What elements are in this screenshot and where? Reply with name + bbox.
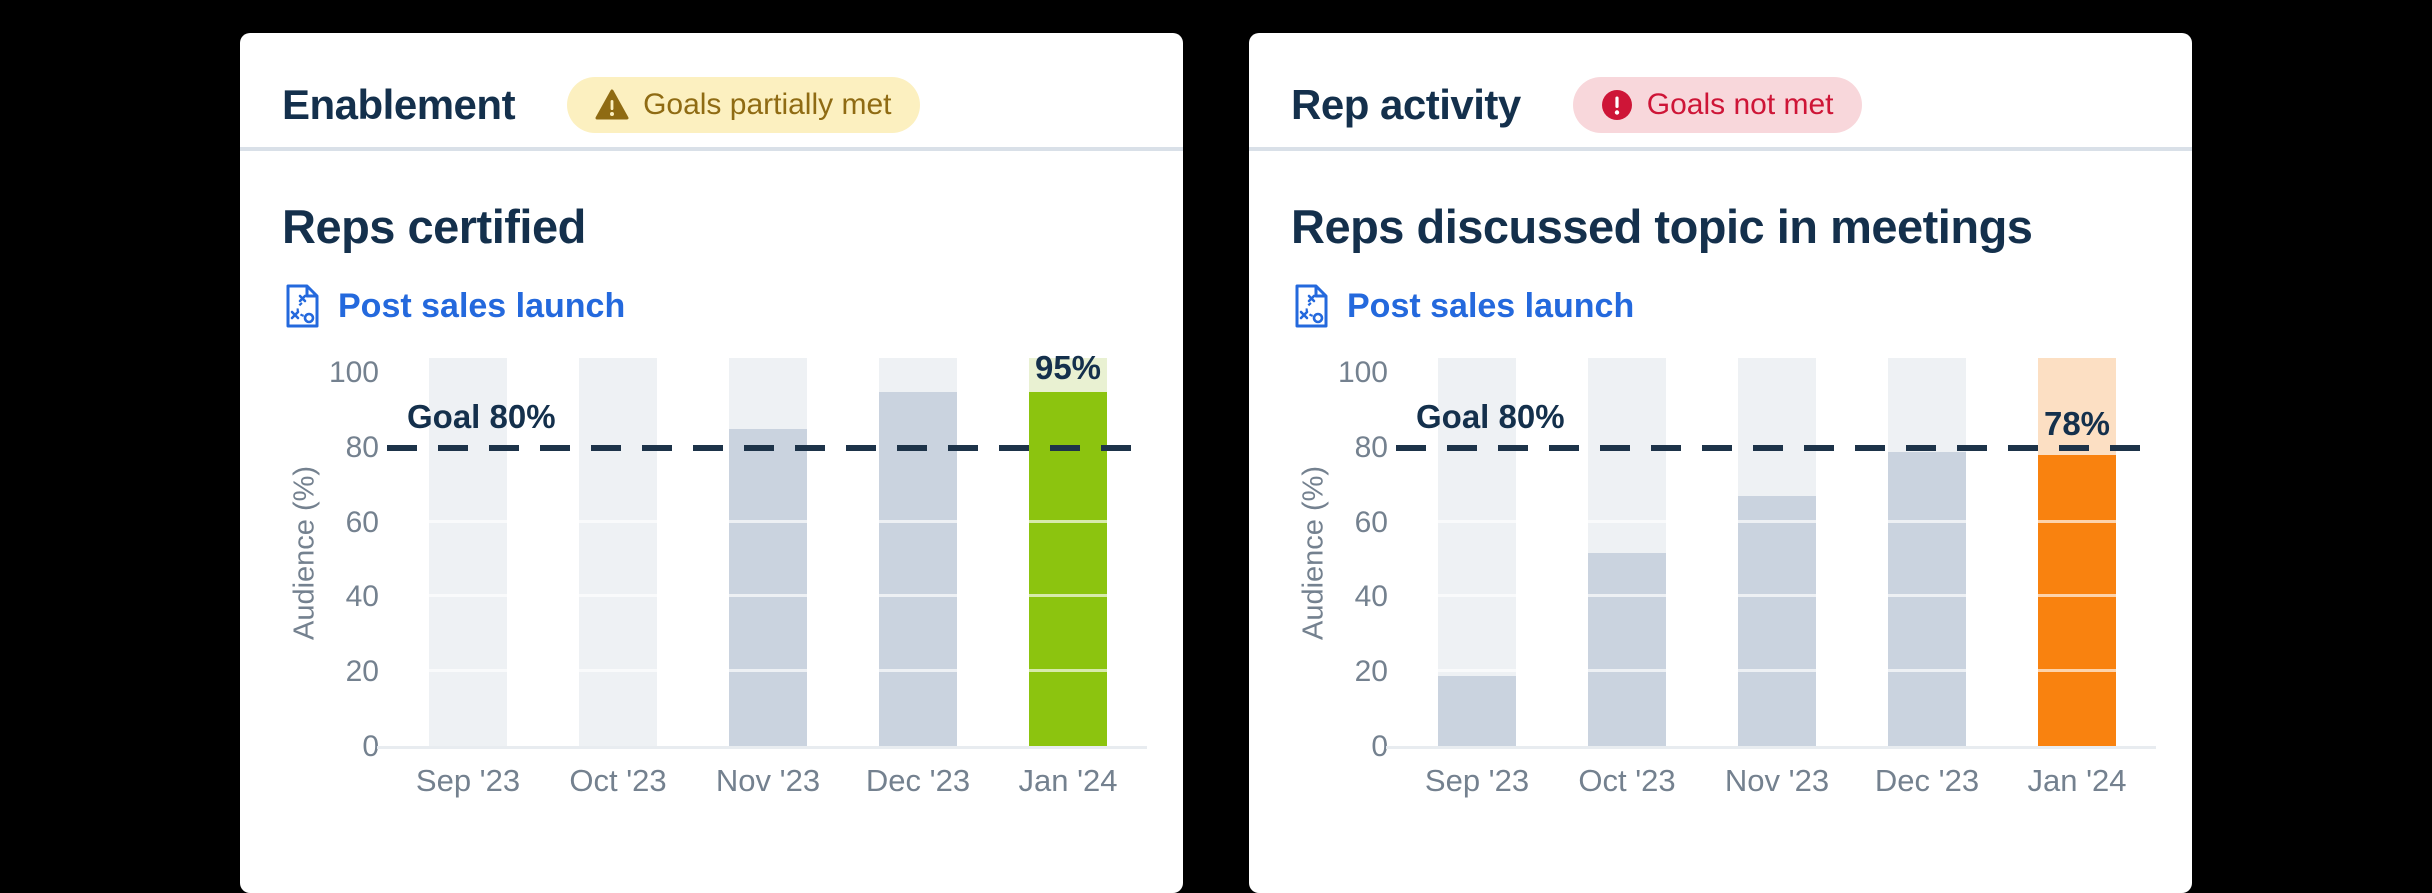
- plot-area: 95% Goal 80% Sep '23 Oct '23 Nov '23 Dec '23 J…: [377, 350, 1149, 799]
- status-badge: Goals partially met: [567, 77, 920, 133]
- bar-fill: [1438, 676, 1516, 747]
- bar-track: [579, 358, 657, 747]
- plot-area: 78% Goal 80% Sep '23 Oct '23 Nov '23 Dec '23 J…: [1386, 358, 2158, 799]
- card-title: Rep activity: [1291, 81, 1521, 128]
- goal-label: Goal 80%: [1416, 398, 1565, 435]
- card-header: Rep activity Goals not met: [1249, 33, 2192, 151]
- bar-slot: [1402, 358, 1552, 747]
- x-tick-label: Nov '23: [1724, 763, 1830, 798]
- x-axis-baseline: [1386, 746, 2156, 749]
- y-tick-label: 0: [362, 730, 379, 763]
- goal-dashed-line: [1396, 445, 2158, 451]
- x-tick-label: Jan '24: [1018, 763, 1118, 798]
- status-badge-label: Goals not met: [1646, 88, 1834, 121]
- y-tick-label: 20: [345, 655, 379, 688]
- x-tick-label: Sep '23: [1424, 763, 1530, 798]
- plot: 95% Goal 80%: [377, 350, 1149, 749]
- gridline: [393, 594, 1143, 597]
- gridline: [1402, 669, 2152, 672]
- bar-slot: [1852, 358, 2002, 747]
- bar-fill: [1588, 553, 1666, 747]
- x-tick-label: Sep '23: [415, 763, 521, 798]
- gridline: [393, 520, 1143, 523]
- gridline: [393, 669, 1143, 672]
- warning-triangle-icon: [595, 89, 629, 121]
- bar-fill: [879, 392, 957, 747]
- bar-fill: [1029, 392, 1107, 747]
- playbook-icon: [1291, 283, 1331, 329]
- bar-slot: [1552, 358, 1702, 747]
- goal-dashed-line: [387, 445, 1149, 451]
- card-title: Enablement: [282, 81, 516, 128]
- post-sales-launch-link[interactable]: Post sales launch: [1291, 283, 1634, 329]
- bar-fill: [1888, 452, 1966, 747]
- x-tick-label: Dec '23: [1874, 763, 1980, 798]
- x-tick-label: Nov '23: [715, 763, 821, 798]
- chart-title: Reps certified: [282, 200, 586, 253]
- bar-slot: 95%: [993, 350, 1143, 747]
- rep-activity-card: Rep activity Goals not met Reps discusse…: [1249, 33, 2192, 893]
- chart-title: Reps discussed topic in meetings: [1291, 200, 2033, 253]
- y-tick-label: 60: [1354, 506, 1388, 539]
- status-badge-label: Goals partially met: [643, 88, 892, 121]
- y-tick-label: 100: [328, 356, 379, 389]
- doc-link-label: Post sales launch: [1347, 287, 1635, 325]
- y-tick-label: 80: [1354, 431, 1388, 464]
- y-tick-label: 20: [1354, 655, 1388, 688]
- reps-certified-bar-chart: Audience (%) 0 20 40 60 80 100 95% Goal 80% Sep '…: [282, 350, 1149, 799]
- goal-label: Goal 80%: [407, 398, 556, 435]
- bar-fill: [2038, 455, 2116, 747]
- gridline: [1402, 594, 2152, 597]
- gridline: [1402, 520, 2152, 523]
- card-body: Reps certified Post sales launch Audienc…: [240, 151, 1183, 799]
- post-sales-launch-link[interactable]: Post sales launch: [282, 283, 625, 329]
- card-header: Enablement Goals partially met: [240, 33, 1183, 151]
- bar-slot: [693, 358, 843, 747]
- y-axis-ticks: 0 20 40 60 80 100: [1337, 356, 1388, 763]
- x-tick-label: Dec '23: [865, 763, 971, 798]
- doc-link-label: Post sales launch: [338, 287, 626, 325]
- playbook-icon: [282, 283, 322, 329]
- error-circle-icon: [1601, 89, 1633, 121]
- x-axis-baseline: [377, 746, 1147, 749]
- bar-slot: [1702, 358, 1852, 747]
- bar-slot: [843, 358, 993, 747]
- plot: 78% Goal 80%: [1386, 358, 2158, 749]
- card-body: Reps discussed topic in meetings Post sa…: [1249, 151, 2192, 799]
- bar-slot: 78%: [2002, 358, 2152, 747]
- bar-fill: [1738, 496, 1816, 747]
- y-axis-ticks: 0 20 40 60 80 100: [328, 356, 379, 763]
- status-badge: Goals not met: [1572, 77, 1862, 133]
- enablement-card: Enablement Goals partially met Reps cert…: [240, 33, 1183, 893]
- y-tick-label: 80: [345, 431, 379, 464]
- reps-discussed-bar-chart: Audience (%) 0 20 40 60 80 100 78% Goal 80% Sep '…: [1291, 356, 2158, 799]
- bar-value-label: 78%: [2043, 405, 2111, 442]
- x-tick-label: Jan '24: [2027, 763, 2127, 798]
- y-tick-label: 40: [345, 580, 379, 613]
- y-tick-label: 0: [1371, 730, 1388, 763]
- x-tick-label: Oct '23: [569, 763, 667, 798]
- bar-slot: [393, 358, 543, 747]
- y-tick-label: 100: [1337, 356, 1388, 389]
- bar-fill: [729, 429, 807, 747]
- y-tick-label: 60: [345, 506, 379, 539]
- bar-slot: [543, 358, 693, 747]
- x-axis-labels: Sep '23 Oct '23 Nov '23 Dec '23 Jan '24: [1402, 763, 2152, 799]
- bar-track: [429, 358, 507, 747]
- x-axis-labels: Sep '23 Oct '23 Nov '23 Dec '23 Jan '24: [393, 763, 1143, 799]
- y-tick-label: 40: [1354, 580, 1388, 613]
- x-tick-label: Oct '23: [1578, 763, 1676, 798]
- bar-value-label: 95%: [1034, 349, 1102, 386]
